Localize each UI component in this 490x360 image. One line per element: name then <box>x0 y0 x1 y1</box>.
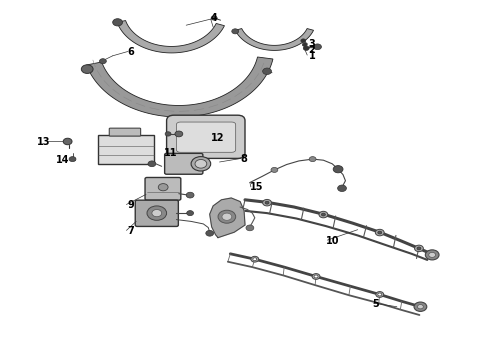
Circle shape <box>375 229 384 236</box>
Text: 2: 2 <box>309 45 316 55</box>
Circle shape <box>301 39 306 42</box>
Circle shape <box>302 43 307 46</box>
Circle shape <box>152 210 162 217</box>
FancyBboxPatch shape <box>98 135 154 164</box>
Circle shape <box>186 192 194 198</box>
Circle shape <box>218 210 236 223</box>
Circle shape <box>147 206 167 220</box>
Text: 4: 4 <box>211 13 218 23</box>
Circle shape <box>232 29 239 34</box>
Text: 14: 14 <box>56 155 70 165</box>
Circle shape <box>195 159 207 168</box>
Polygon shape <box>117 21 224 53</box>
Circle shape <box>265 201 269 204</box>
Circle shape <box>206 230 214 236</box>
Circle shape <box>418 305 422 308</box>
Polygon shape <box>235 28 314 50</box>
Circle shape <box>338 185 346 192</box>
Circle shape <box>314 44 321 50</box>
Polygon shape <box>210 198 245 238</box>
Circle shape <box>414 302 427 311</box>
Circle shape <box>271 167 278 172</box>
Circle shape <box>319 211 328 218</box>
Circle shape <box>165 132 171 136</box>
Circle shape <box>113 19 122 26</box>
Text: 6: 6 <box>127 47 134 57</box>
FancyBboxPatch shape <box>109 128 141 136</box>
Circle shape <box>312 274 320 279</box>
Circle shape <box>335 167 342 172</box>
Circle shape <box>376 292 384 297</box>
Text: 5: 5 <box>372 299 379 309</box>
Text: 11: 11 <box>164 148 178 158</box>
Circle shape <box>417 247 421 250</box>
Text: 1: 1 <box>309 51 316 61</box>
Circle shape <box>251 256 259 262</box>
Circle shape <box>378 231 382 234</box>
Circle shape <box>211 16 217 20</box>
Circle shape <box>191 157 211 171</box>
Circle shape <box>187 211 194 216</box>
Circle shape <box>429 252 436 257</box>
Text: 15: 15 <box>250 182 264 192</box>
Circle shape <box>81 65 93 73</box>
FancyBboxPatch shape <box>176 122 236 152</box>
FancyBboxPatch shape <box>165 153 203 174</box>
Text: 3: 3 <box>309 39 316 49</box>
FancyBboxPatch shape <box>145 177 181 200</box>
Circle shape <box>416 304 424 310</box>
Text: 13: 13 <box>37 137 50 147</box>
Circle shape <box>222 213 232 220</box>
Circle shape <box>303 46 309 50</box>
Circle shape <box>63 138 72 145</box>
FancyBboxPatch shape <box>135 200 178 226</box>
Circle shape <box>333 166 343 173</box>
Text: 12: 12 <box>211 132 224 143</box>
FancyBboxPatch shape <box>167 115 245 158</box>
Circle shape <box>378 293 382 296</box>
Circle shape <box>263 68 271 75</box>
Circle shape <box>253 258 257 261</box>
Circle shape <box>158 184 168 191</box>
Text: 8: 8 <box>240 154 247 164</box>
Circle shape <box>263 199 271 206</box>
Circle shape <box>148 161 156 167</box>
Circle shape <box>425 250 439 260</box>
Circle shape <box>417 305 423 309</box>
Text: 7: 7 <box>127 226 134 236</box>
Text: 10: 10 <box>326 236 340 246</box>
Circle shape <box>321 213 325 216</box>
Circle shape <box>309 157 316 162</box>
Circle shape <box>99 59 106 64</box>
Circle shape <box>69 157 76 162</box>
Text: 9: 9 <box>127 200 134 210</box>
Circle shape <box>314 275 318 278</box>
Polygon shape <box>87 57 273 117</box>
Circle shape <box>246 225 254 231</box>
Circle shape <box>175 131 183 137</box>
Circle shape <box>415 245 423 252</box>
